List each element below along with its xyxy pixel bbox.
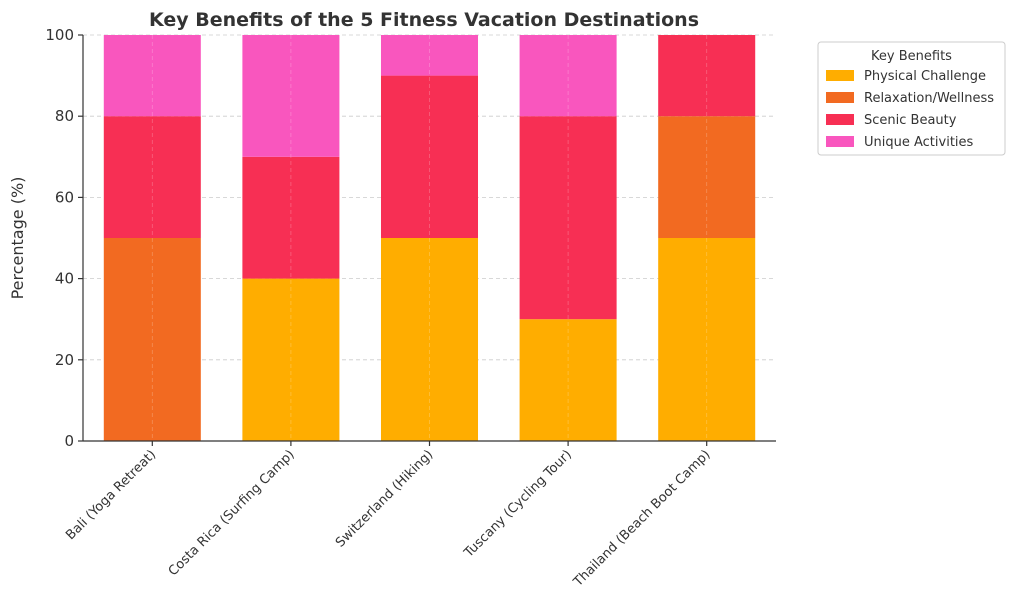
legend-box — [817, 41, 1006, 156]
bar-segment — [103, 116, 201, 238]
y-tick-label: 0 — [64, 432, 74, 450]
bar-segment — [658, 238, 756, 441]
y-tick-label: 20 — [55, 351, 74, 369]
legend: Key Benefits Physical Challenge Relaxation… — [817, 41, 1006, 156]
bar-segment — [519, 116, 617, 320]
legend-entry: Unique Activities — [864, 135, 974, 150]
legend-swatch — [826, 70, 854, 81]
legend-entry: Relaxation/Wellness — [864, 91, 994, 106]
x-tick-label: Costa Rica (Surfing Camp) — [166, 447, 298, 579]
y-tick-label: 100 — [45, 26, 74, 44]
bar-segment — [242, 35, 340, 157]
legend-swatch — [826, 136, 854, 147]
bar-segment — [519, 319, 617, 441]
y-tick-label: 60 — [55, 188, 74, 206]
y-axis-label: Percentage (%) — [8, 177, 27, 300]
x-tick-label: Bali (Yoga Retreat) — [63, 447, 159, 543]
x-tick-label: Switzerland (Hiking) — [333, 447, 436, 550]
y-tick-label: 40 — [55, 270, 74, 288]
bar-segment — [380, 35, 479, 76]
bar-segment — [658, 35, 756, 117]
bar-segment — [380, 75, 479, 238]
x-tick-label: Tuscany (Cycling Tour) — [461, 447, 575, 561]
legend-title: Key Benefits — [871, 49, 952, 64]
legend-swatch — [826, 114, 854, 125]
bar-segment — [519, 35, 617, 117]
bars — [103, 35, 756, 441]
bar-segment — [658, 116, 756, 238]
bar-segment — [103, 238, 201, 441]
bar-segment — [380, 238, 479, 441]
legend-entry: Physical Challenge — [864, 69, 986, 84]
bar-segment — [242, 156, 340, 279]
bar-segment — [242, 278, 340, 441]
legend-entry: Scenic Beauty — [864, 113, 957, 128]
legend-swatch — [826, 92, 854, 103]
y-tick-label: 80 — [55, 107, 74, 125]
bar-segment — [103, 35, 201, 117]
chart-title: Key Benefits of the 5 Fitness Vacation D… — [149, 9, 699, 31]
axes — [78, 34, 776, 446]
x-tick-label: Thailand (Beach Boot Camp) — [570, 447, 713, 590]
